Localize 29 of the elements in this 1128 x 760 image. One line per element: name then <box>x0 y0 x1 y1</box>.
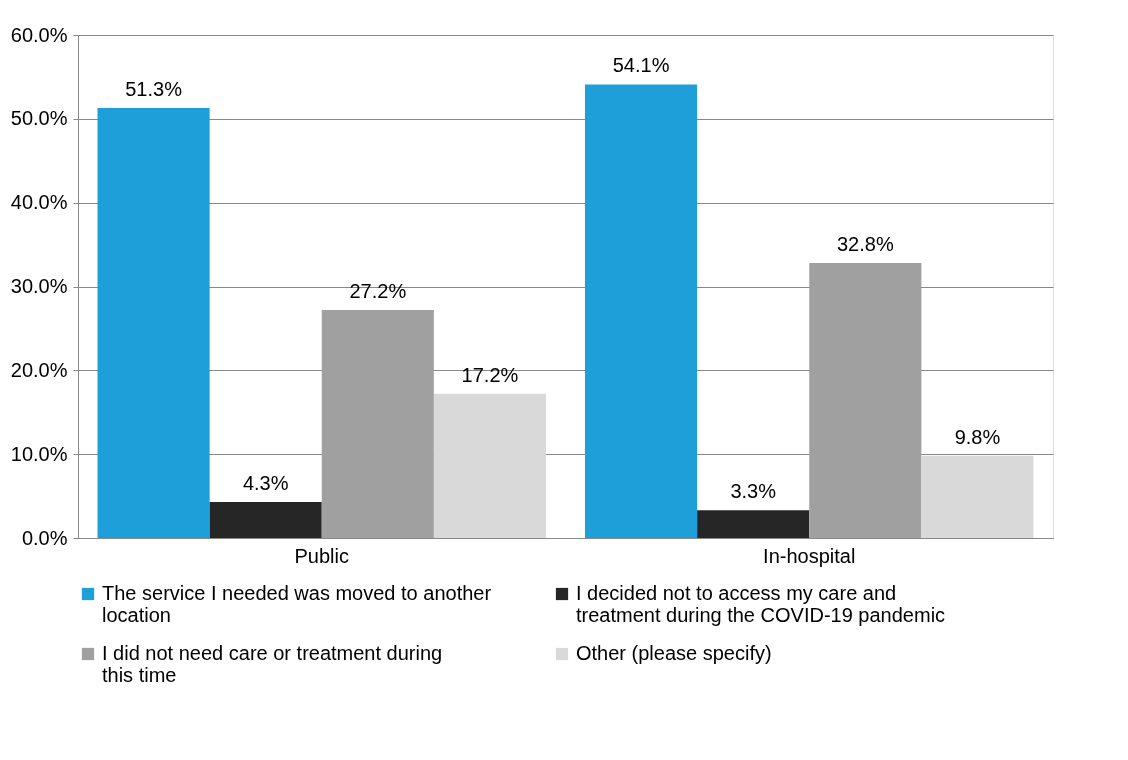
y-tick-label: 0.0% <box>21 526 68 549</box>
bar <box>921 455 1034 538</box>
legend-label: I did not need care or treatment during this time <box>102 642 443 686</box>
y-tick-label: 20.0% <box>10 358 68 381</box>
y-tick-label: 10.0% <box>10 442 68 465</box>
bar <box>97 107 210 538</box>
y-tick-label: 60.0% <box>10 23 68 46</box>
bar <box>433 393 546 538</box>
data-label: 4.3% <box>242 471 289 494</box>
bar <box>209 501 322 538</box>
x-tick-label: Public <box>294 544 349 567</box>
y-tick-label: 40.0% <box>10 191 68 214</box>
legend-label: The service I needed was moved to another location <box>102 582 492 626</box>
bar <box>809 263 922 538</box>
bar <box>697 510 810 538</box>
data-label: 9.8% <box>954 425 1001 448</box>
legend-label: Other (please specify) <box>576 642 772 664</box>
data-label: 32.8% <box>836 233 894 256</box>
legend-label: I decided not to access my care and treatment during the COVID-19 pandemic <box>576 582 946 626</box>
bar <box>321 309 434 538</box>
y-tick-label: 30.0% <box>10 275 68 297</box>
data-label: 54.1% <box>612 54 670 77</box>
bar <box>585 84 698 538</box>
data-label: 3.3% <box>730 480 777 503</box>
data-label: 17.2% <box>461 363 519 386</box>
x-tick-label: In-hospital <box>763 544 856 567</box>
data-label: 51.3% <box>125 77 183 100</box>
data-label: 27.2% <box>349 279 407 302</box>
y-tick-label: 50.0% <box>10 107 68 130</box>
